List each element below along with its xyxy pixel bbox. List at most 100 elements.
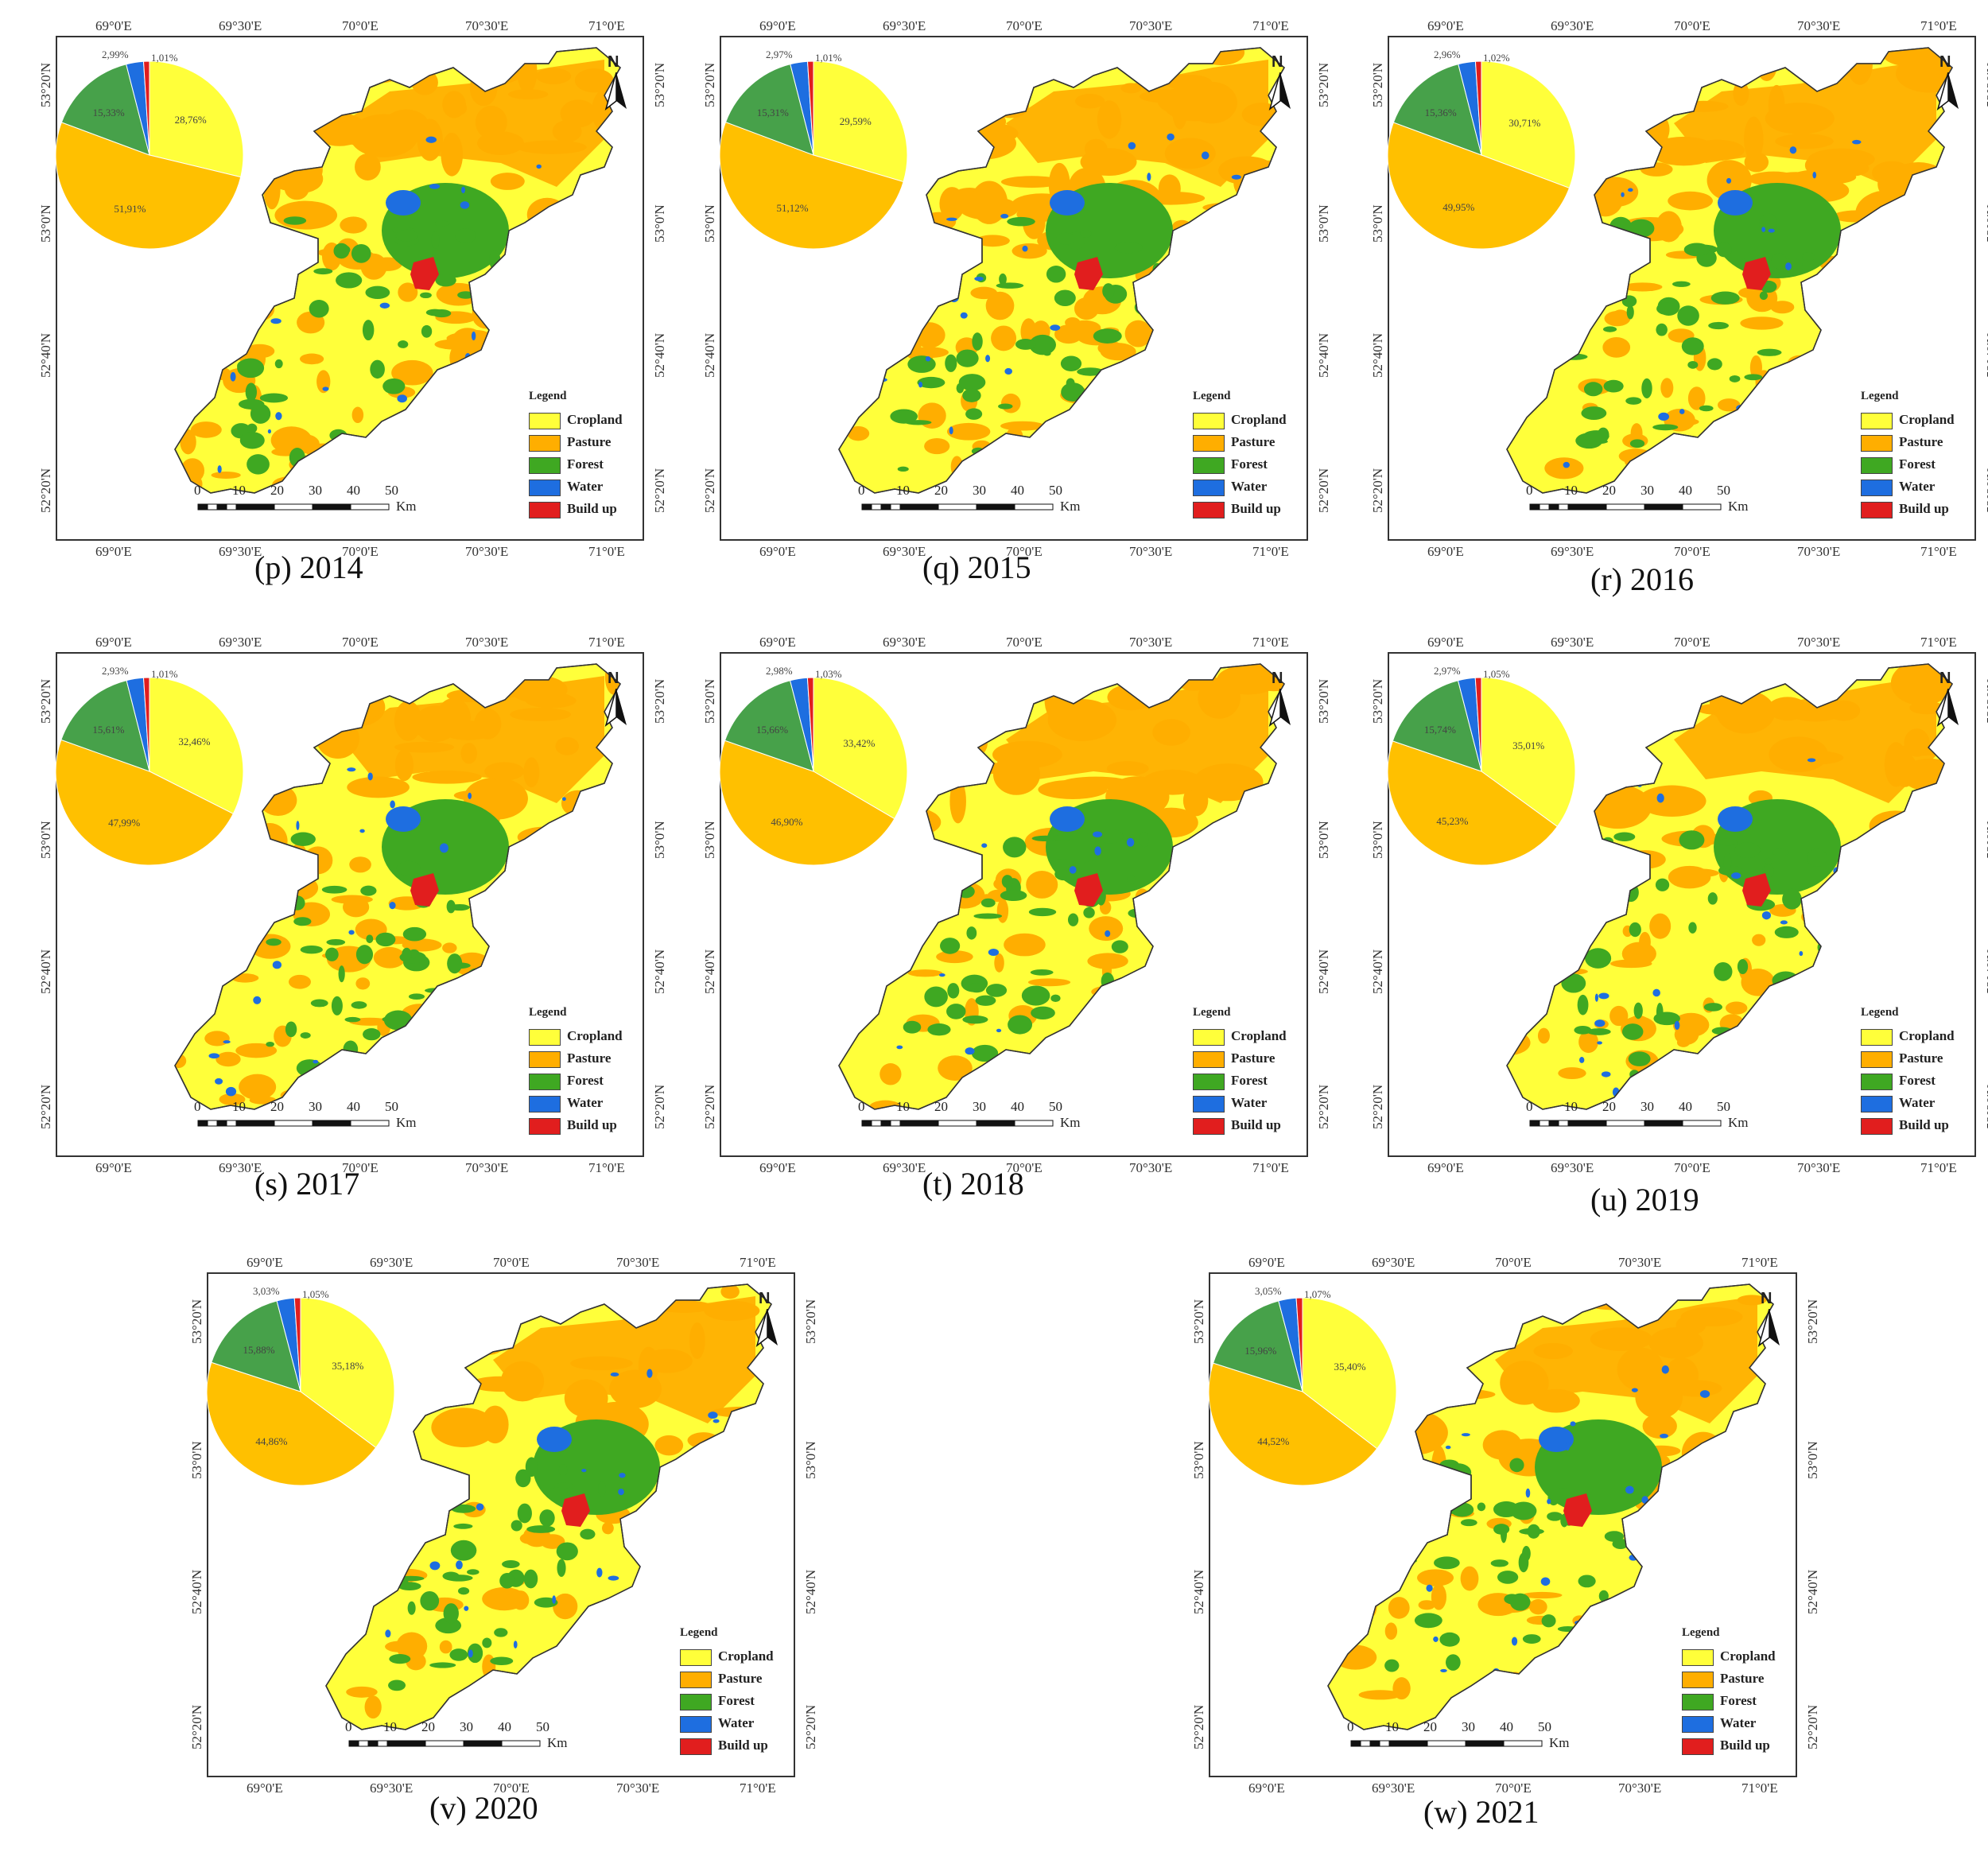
- pasture-patch: [1833, 469, 1844, 487]
- water-patch: [1670, 1671, 1676, 1677]
- water-patch: [1601, 855, 1606, 860]
- forest-patch: [446, 899, 456, 914]
- water-patch: [985, 355, 991, 363]
- legend-label: Build up: [1720, 1738, 1770, 1753]
- pie-label-build_up: 1,05%: [302, 1288, 329, 1300]
- water-patch: [1854, 930, 1862, 935]
- water-patch: [988, 948, 1000, 957]
- water-patch: [1658, 412, 1670, 421]
- pasture-north: [1495, 1296, 1757, 1423]
- water-patch: [1544, 223, 1552, 231]
- pasture-patch: [1555, 56, 1589, 70]
- pasture-patch: [259, 784, 297, 817]
- longitude-label: 71°0'E: [1741, 1780, 1778, 1796]
- forest-patch: [903, 330, 914, 340]
- forest-patch: [947, 983, 960, 999]
- forest-patch: [940, 938, 961, 954]
- legend-swatch: [680, 1648, 712, 1666]
- pasture-patch: [946, 723, 966, 753]
- pasture-patch: [1613, 664, 1654, 686]
- legend-item-pasture: Pasture: [680, 1671, 762, 1688]
- water-patch: [1540, 1577, 1551, 1586]
- water-patch: [918, 382, 923, 388]
- pasture-patch: [1266, 889, 1281, 911]
- latitude-label: 53°20'N: [1370, 678, 1385, 724]
- forest-patch: [962, 1015, 988, 1024]
- water-patch: [1182, 250, 1190, 258]
- pasture-patch: [299, 353, 324, 365]
- pie-label-water: 2,93%: [102, 665, 129, 677]
- latitude-label: 53°0'N: [1984, 821, 1988, 859]
- latitude-label: 52°20'N: [1191, 1704, 1206, 1749]
- legend-label: Build up: [567, 501, 617, 516]
- pasture-patch: [1147, 372, 1185, 394]
- pasture-patch: [1067, 1066, 1102, 1077]
- water-patch: [461, 186, 466, 194]
- pasture-patch: [561, 790, 594, 817]
- scale-tick: 40: [1011, 1099, 1024, 1114]
- water-patch: [377, 1489, 382, 1497]
- forest-patch: [1581, 406, 1607, 421]
- forest-patch: [1127, 875, 1136, 884]
- legend-label: Build up: [567, 1117, 617, 1132]
- pasture-patch: [366, 1300, 403, 1334]
- water-patch: [1734, 474, 1740, 478]
- longitude-label: 70°0'E: [342, 635, 379, 650]
- water-patch: [659, 1679, 663, 1683]
- water-patch: [1497, 1691, 1501, 1695]
- latitude-label: 52°20'N: [189, 1704, 204, 1749]
- water-patch: [476, 1503, 484, 1511]
- legend-item-water: Water: [1682, 1715, 1756, 1733]
- longitude-label: 69°30'E: [1372, 1255, 1415, 1270]
- forest-patch: [1134, 298, 1159, 316]
- forest-patch: [1007, 216, 1035, 227]
- pasture-patch: [1930, 322, 1947, 336]
- legend-swatch: [1193, 1095, 1225, 1113]
- legend-label: Cropland: [1231, 1028, 1287, 1043]
- map-panel: 69°0'E 69°0'E 69°30'E 69°30'E 70°0'E 70°0'E 70…: [36, 18, 667, 577]
- water-patch: [1668, 1650, 1675, 1659]
- forest-patch: [392, 1468, 406, 1475]
- pie-label-cropland: 29,59%: [839, 115, 872, 127]
- water-patch: [1852, 410, 1862, 414]
- water-patch: [261, 836, 267, 845]
- forest-patch: [1113, 1040, 1128, 1054]
- pie-label-build_up: 1,01%: [815, 52, 842, 64]
- legend-swatch: [529, 501, 561, 518]
- pasture-patch: [320, 478, 333, 493]
- scale-tick: 40: [1679, 1099, 1692, 1114]
- composition-pie: [1388, 60, 1576, 250]
- pasture-patch: [910, 48, 945, 82]
- forest-patch: [1574, 852, 1602, 871]
- forest-patch: [946, 858, 965, 868]
- forest-patch: [1637, 1677, 1662, 1685]
- pasture-patch: [926, 751, 952, 776]
- water-patch: [608, 1575, 619, 1581]
- longitude-label: 69°30'E: [1551, 1160, 1594, 1175]
- pasture-patch: [1013, 48, 1031, 64]
- forest-patch: [1043, 351, 1051, 356]
- forest-patch: [1802, 252, 1815, 262]
- forest-patch: [1056, 232, 1076, 245]
- pasture-patch: [662, 1526, 687, 1548]
- water-patch: [483, 308, 495, 312]
- pasture-patch: [1027, 978, 1071, 987]
- pasture-patch: [211, 471, 241, 480]
- forest-patch: [466, 968, 488, 986]
- pasture-patch: [1936, 999, 1952, 1014]
- forest-patch: [1493, 1501, 1520, 1518]
- pasture-patch: [467, 1329, 507, 1356]
- city-build-up: [410, 873, 439, 907]
- forest-patch: [494, 1628, 508, 1637]
- longitude-label: 69°0'E: [1427, 635, 1464, 650]
- pie-label-cropland: 33,42%: [843, 736, 876, 749]
- longitude-label: 71°0'E: [588, 544, 625, 559]
- pasture-patch: [1016, 48, 1083, 70]
- panel-caption: (r) 2016: [1590, 561, 1694, 597]
- pasture-patch: [1200, 285, 1216, 293]
- pasture-patch: [229, 98, 280, 118]
- north-label: N: [608, 670, 619, 687]
- water-patch: [1807, 758, 1816, 763]
- water-patch: [1433, 1636, 1439, 1642]
- pie-slice-cropland: [813, 60, 908, 183]
